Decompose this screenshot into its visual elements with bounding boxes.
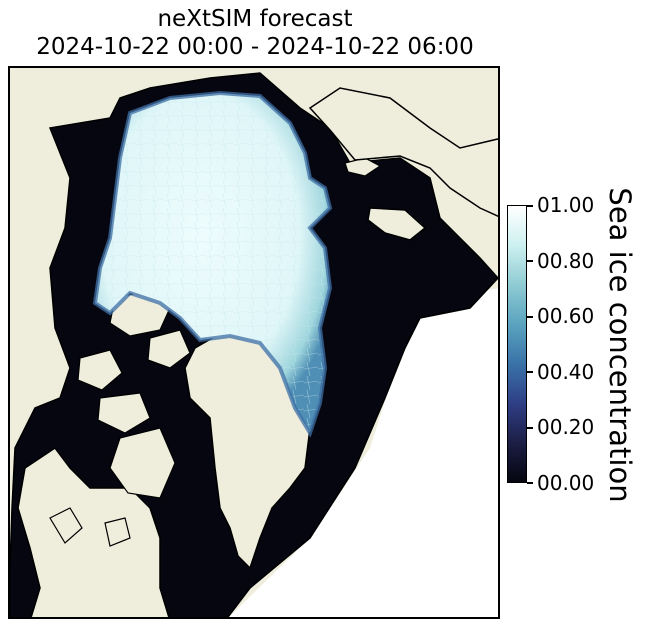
hudson-bay-island <box>49 507 83 544</box>
colorbar-tick <box>527 260 533 262</box>
colorbar-tick-label: 01.00 <box>537 193 595 217</box>
colorbar-tick <box>527 371 533 373</box>
svalbard-island <box>367 207 427 241</box>
map-panel <box>8 66 500 619</box>
marginal-ice-edge <box>92 90 333 438</box>
colorbar-tick-label: 00.60 <box>537 304 595 328</box>
map-subtitle-time-range: 2024-10-22 00:00 - 2024-10-22 06:00 <box>36 34 474 60</box>
colorbar-tick-label: 00.20 <box>537 415 595 439</box>
archipelago-island <box>147 329 191 369</box>
hudson-bay-island <box>104 517 131 547</box>
colorbar-tick-label: 00.80 <box>537 249 595 273</box>
archipelago-island <box>77 349 123 391</box>
map-title: neXtSIM forecast <box>157 6 353 32</box>
colorbar-tick-label: 00.40 <box>537 360 595 384</box>
no-data-region <box>229 288 498 617</box>
colorbar-tick <box>527 316 533 318</box>
colorbar <box>507 205 527 483</box>
colorbar-tick <box>527 482 533 484</box>
colorbar-tick-label: 00.00 <box>537 471 595 495</box>
siberian-land <box>308 87 498 218</box>
colorbar-tick <box>527 205 533 207</box>
archipelago-island <box>97 392 151 434</box>
colorbar-title: Sea ice concentration <box>603 187 637 503</box>
sea-ice-map <box>10 68 498 617</box>
baffin-island <box>109 427 176 499</box>
colorbar-tick <box>527 427 533 429</box>
